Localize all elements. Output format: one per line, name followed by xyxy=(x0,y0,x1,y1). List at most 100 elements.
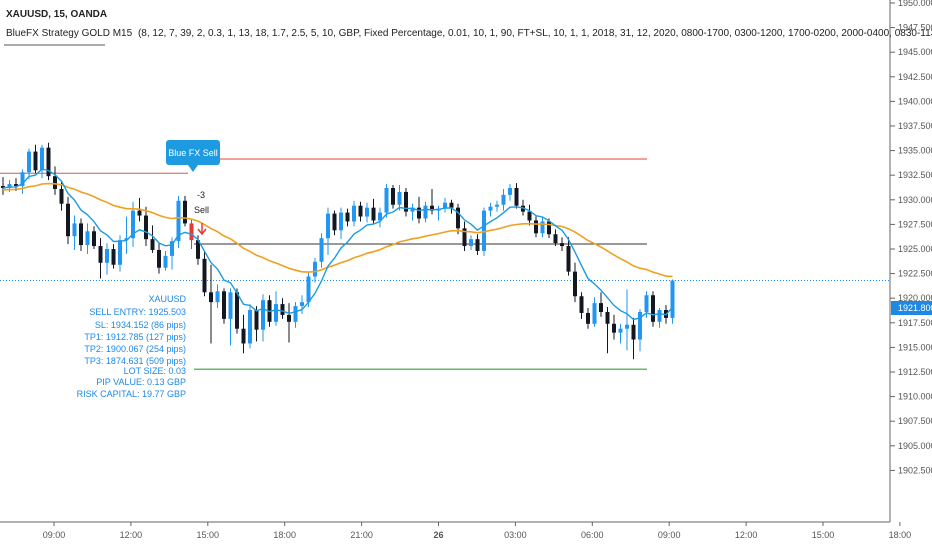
candle-body xyxy=(235,292,239,329)
strategy-legend[interactable]: BlueFX Strategy GOLD M15 (8, 12, 7, 39, … xyxy=(6,28,932,39)
candle-body xyxy=(215,291,220,303)
candle-body xyxy=(189,223,194,241)
symbol-title: XAUUSD, 15, OANDA xyxy=(6,9,107,20)
candle-body xyxy=(170,241,174,256)
current-price-label: 1921.800 xyxy=(898,303,932,313)
candle-body xyxy=(46,147,51,177)
candle-body xyxy=(118,240,122,265)
candle-body xyxy=(631,324,636,340)
candle-body xyxy=(261,300,265,330)
price-tick-label: 1910.000 xyxy=(898,392,932,402)
info-lot: LOT SIZE: 0.03 xyxy=(124,366,186,376)
candle-body xyxy=(579,296,584,313)
candle-body xyxy=(657,310,662,322)
candle-body xyxy=(514,187,519,206)
candle-body xyxy=(527,211,532,221)
candle-body xyxy=(462,228,467,247)
candle-body xyxy=(599,303,603,312)
candle-body xyxy=(352,205,356,222)
price-tick-label: 1925.000 xyxy=(898,244,932,254)
candle-body xyxy=(618,328,623,333)
candle-body xyxy=(566,246,571,272)
price-tick-label: 1917.500 xyxy=(898,318,932,328)
candle-body xyxy=(625,324,629,329)
info-tp2: TP2: 1900.067 (254 pips) xyxy=(84,344,186,354)
candle-body xyxy=(404,191,408,212)
candle-body xyxy=(176,200,181,242)
candle-body xyxy=(150,239,155,250)
candle-body xyxy=(488,206,493,211)
candle-body xyxy=(586,312,590,324)
time-tick-label: 15:00 xyxy=(812,530,835,540)
candle-body xyxy=(332,213,337,231)
time-tick-label: 09:00 xyxy=(658,530,681,540)
price-tick-label: 1927.500 xyxy=(898,219,932,229)
signal-badge[interactable]: Blue FX Sell xyxy=(166,140,220,172)
time-tick-label: 15:00 xyxy=(197,530,220,540)
price-tick-label: 1937.500 xyxy=(898,121,932,131)
price-tick-label: 1930.000 xyxy=(898,195,932,205)
candle-body xyxy=(670,280,675,318)
signal-badge-box xyxy=(166,140,220,165)
candle-body xyxy=(495,204,499,207)
candle-body xyxy=(592,303,597,324)
candle-body xyxy=(540,221,545,234)
candle-body xyxy=(378,212,382,221)
time-tick-label: 12:00 xyxy=(735,530,758,540)
candle-body xyxy=(469,239,473,247)
candle-body xyxy=(92,231,96,247)
price-axis[interactable]: 1950.000 1947.500 1945.000 1942.500 1940.000… xyxy=(889,0,932,522)
candle-body xyxy=(72,223,77,237)
candle-body xyxy=(33,151,38,171)
candle-body xyxy=(183,200,187,224)
signal-badge-pointer xyxy=(188,165,198,172)
price-tick-label: 1950.000 xyxy=(898,0,932,8)
price-tick-label: 1902.500 xyxy=(898,465,932,475)
candle-body xyxy=(157,249,161,268)
candle-body xyxy=(553,234,558,244)
candle-body xyxy=(482,210,486,251)
candle-body xyxy=(443,202,447,209)
candle-body xyxy=(287,314,291,322)
candle-body xyxy=(228,292,233,319)
strategy-name: BlueFX Strategy GOLD M15 xyxy=(6,28,133,39)
candle-body xyxy=(248,310,252,344)
candle-body xyxy=(209,292,213,303)
candle-body xyxy=(79,223,83,246)
candles xyxy=(1,142,675,360)
candle-body xyxy=(358,205,363,217)
candle-body xyxy=(27,151,31,173)
info-entry: SELL ENTRY: 1925.503 xyxy=(89,307,186,317)
price-tick-label: 1920.000 xyxy=(898,293,932,303)
candle-body xyxy=(644,295,649,312)
candle-body xyxy=(430,205,434,211)
candle-body xyxy=(20,172,25,187)
candle-body xyxy=(339,212,343,231)
moving-averages xyxy=(2,168,674,321)
price-tick-label: 1932.500 xyxy=(898,170,932,180)
price-tick-label: 1947.500 xyxy=(898,23,932,33)
signal-badge-label: Blue FX Sell xyxy=(168,148,218,158)
time-tick-label: 18:00 xyxy=(889,530,912,540)
candle-body xyxy=(59,188,64,204)
info-tp1: TP1: 1912.785 (127 pips) xyxy=(84,332,186,342)
candle-body xyxy=(475,239,480,251)
candle-body xyxy=(391,187,395,205)
candle-body xyxy=(300,302,304,307)
price-tick-label: 1905.000 xyxy=(898,441,932,451)
candle-body xyxy=(560,243,564,247)
candle-body xyxy=(501,194,506,205)
trade-label: Sell xyxy=(194,205,209,215)
candle-body xyxy=(53,176,57,189)
candle-body xyxy=(14,184,18,187)
candle-body xyxy=(274,304,278,322)
time-axis[interactable]: 09:00 12:00 15:00 18:00 21:00 26 03:00 06:00 09:… xyxy=(0,521,912,540)
candle-body xyxy=(1,186,5,188)
candle-body xyxy=(573,271,577,297)
candle-body xyxy=(612,323,616,333)
trade-info-panel: XAUUSD SELL ENTRY: 1925.503 SL: 1934.152… xyxy=(77,294,187,399)
slow-ema-line xyxy=(2,182,673,278)
time-tick-label: 06:00 xyxy=(581,530,604,540)
info-risk: RISK CAPITAL: 19.77 GBP xyxy=(77,389,186,399)
